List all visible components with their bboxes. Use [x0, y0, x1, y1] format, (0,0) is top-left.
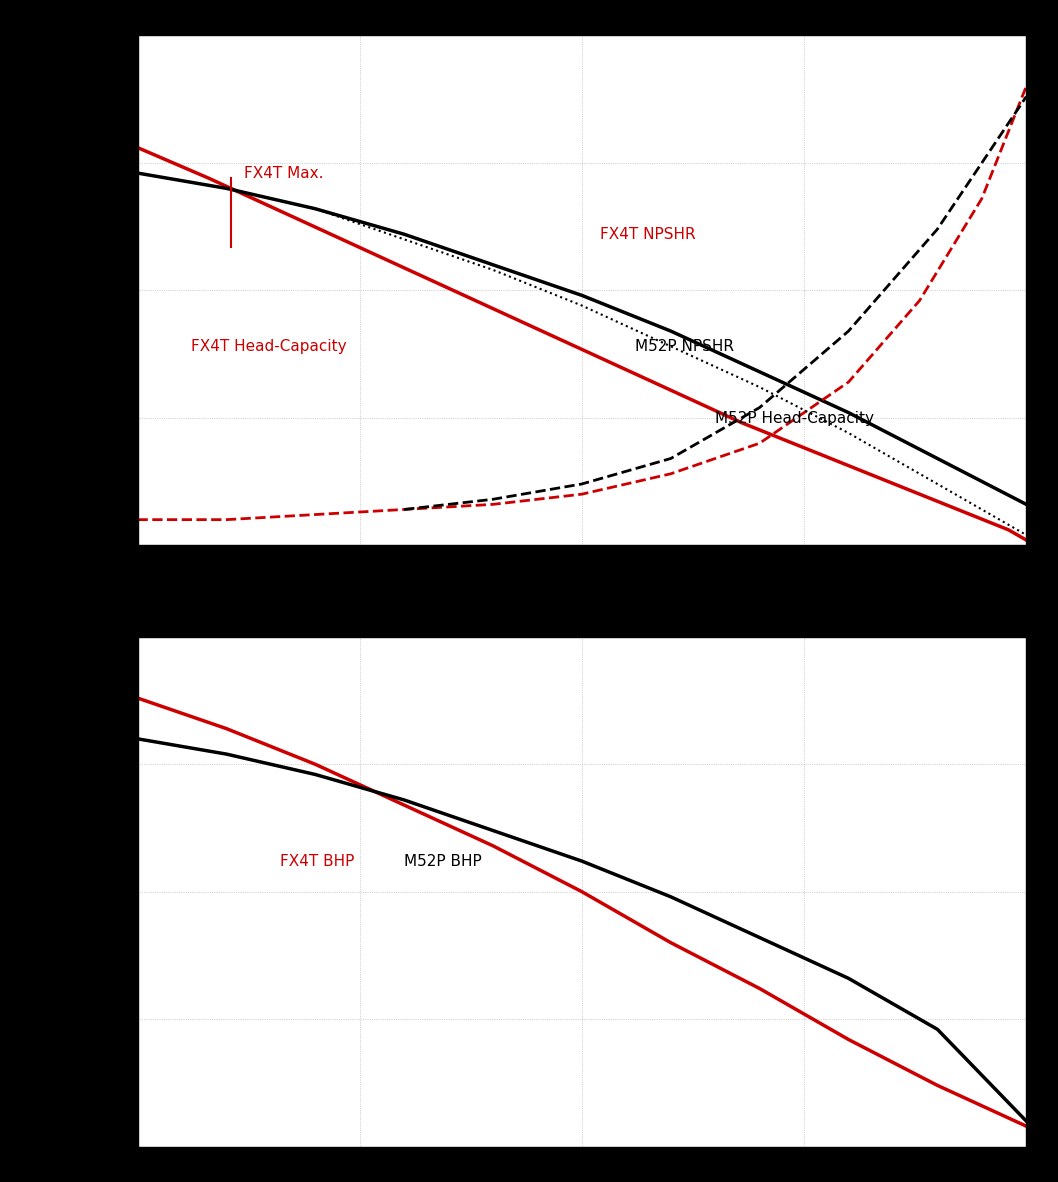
Text: FX4T BHP: FX4T BHP	[279, 855, 354, 869]
Text: M52P NPSHR: M52P NPSHR	[635, 339, 734, 355]
Text: FX4T Max.: FX4T Max.	[244, 167, 324, 181]
Text: FX4T Head-Capacity: FX4T Head-Capacity	[190, 339, 346, 355]
Text: M52P BHP: M52P BHP	[404, 855, 481, 869]
Text: M52P Head-Capacity: M52P Head-Capacity	[715, 411, 874, 426]
Text: FX4T NPSHR: FX4T NPSHR	[600, 227, 695, 242]
